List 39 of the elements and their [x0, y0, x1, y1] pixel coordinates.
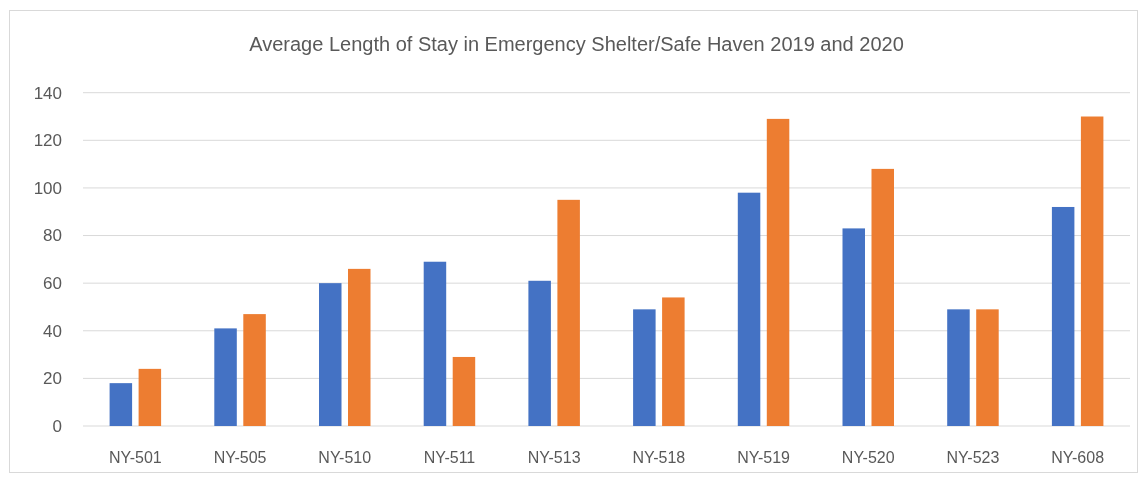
bar [243, 314, 266, 426]
bar [766, 118, 790, 426]
bar [109, 383, 133, 426]
bar [138, 368, 162, 426]
bar [871, 168, 894, 426]
bar [348, 268, 371, 426]
bar [452, 356, 476, 426]
x-tick-label: NY-518 [632, 449, 686, 466]
x-tick-label: NY-519 [737, 449, 791, 466]
bar [737, 192, 761, 426]
bar [214, 328, 237, 426]
y-tick-label: 140 [33, 83, 62, 103]
x-tick-label: NY-513 [527, 449, 581, 466]
bar [528, 280, 551, 426]
bar [842, 228, 865, 426]
y-tick-label: 40 [43, 321, 62, 341]
x-tick-label: NY-608 [1051, 449, 1105, 466]
y-tick-label: 120 [33, 131, 62, 151]
x-tick-label: NY-510 [318, 449, 372, 466]
bar [633, 309, 656, 426]
bar [662, 297, 685, 426]
x-tick-label: NY-505 [213, 449, 267, 466]
x-tick-label: NY-511 [423, 449, 476, 466]
bar [947, 309, 970, 426]
y-tick-label: 0 [52, 416, 62, 436]
bar [976, 309, 999, 426]
x-tick-label: NY-523 [946, 449, 1000, 466]
bar [319, 283, 342, 426]
bar [557, 199, 580, 426]
y-tick-label: 60 [43, 274, 62, 294]
x-tick-label: NY-520 [841, 449, 895, 466]
y-tick-label: 100 [33, 178, 62, 198]
bar [423, 261, 447, 426]
x-tick-label: NY-501 [108, 449, 162, 466]
y-tick-label: 80 [43, 226, 62, 246]
bar [1051, 206, 1075, 426]
chart-title: Average Length of Stay in Emergency Shelter/Safe Haven 2019 and 2020 [249, 33, 904, 55]
bar [1080, 116, 1104, 426]
y-tick-label: 20 [43, 369, 62, 389]
